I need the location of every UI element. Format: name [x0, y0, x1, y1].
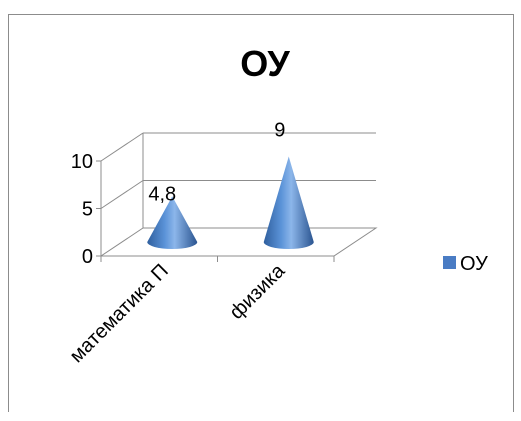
- cone-body: [263, 156, 314, 250]
- cone-body: [147, 196, 198, 250]
- chart-title: ОУ: [240, 43, 290, 84]
- data-label: 9: [274, 120, 285, 142]
- cone-bar: [263, 156, 314, 250]
- x-category-label: математика П: [66, 260, 173, 367]
- floor: [99, 227, 378, 257]
- y-tick-label: 0: [82, 246, 93, 268]
- chart-frame: [8, 14, 514, 412]
- y-tick-label: 5: [82, 199, 93, 221]
- legend-swatch: [443, 256, 456, 269]
- x-category-label: физика: [225, 259, 289, 323]
- cone-bar: [147, 196, 198, 250]
- legend-label: ОУ: [460, 253, 488, 275]
- side-gridline: [100, 132, 144, 162]
- data-label: 4,8: [148, 183, 176, 205]
- y-tick-label: 10: [71, 151, 93, 173]
- side-gridline: [100, 180, 144, 209]
